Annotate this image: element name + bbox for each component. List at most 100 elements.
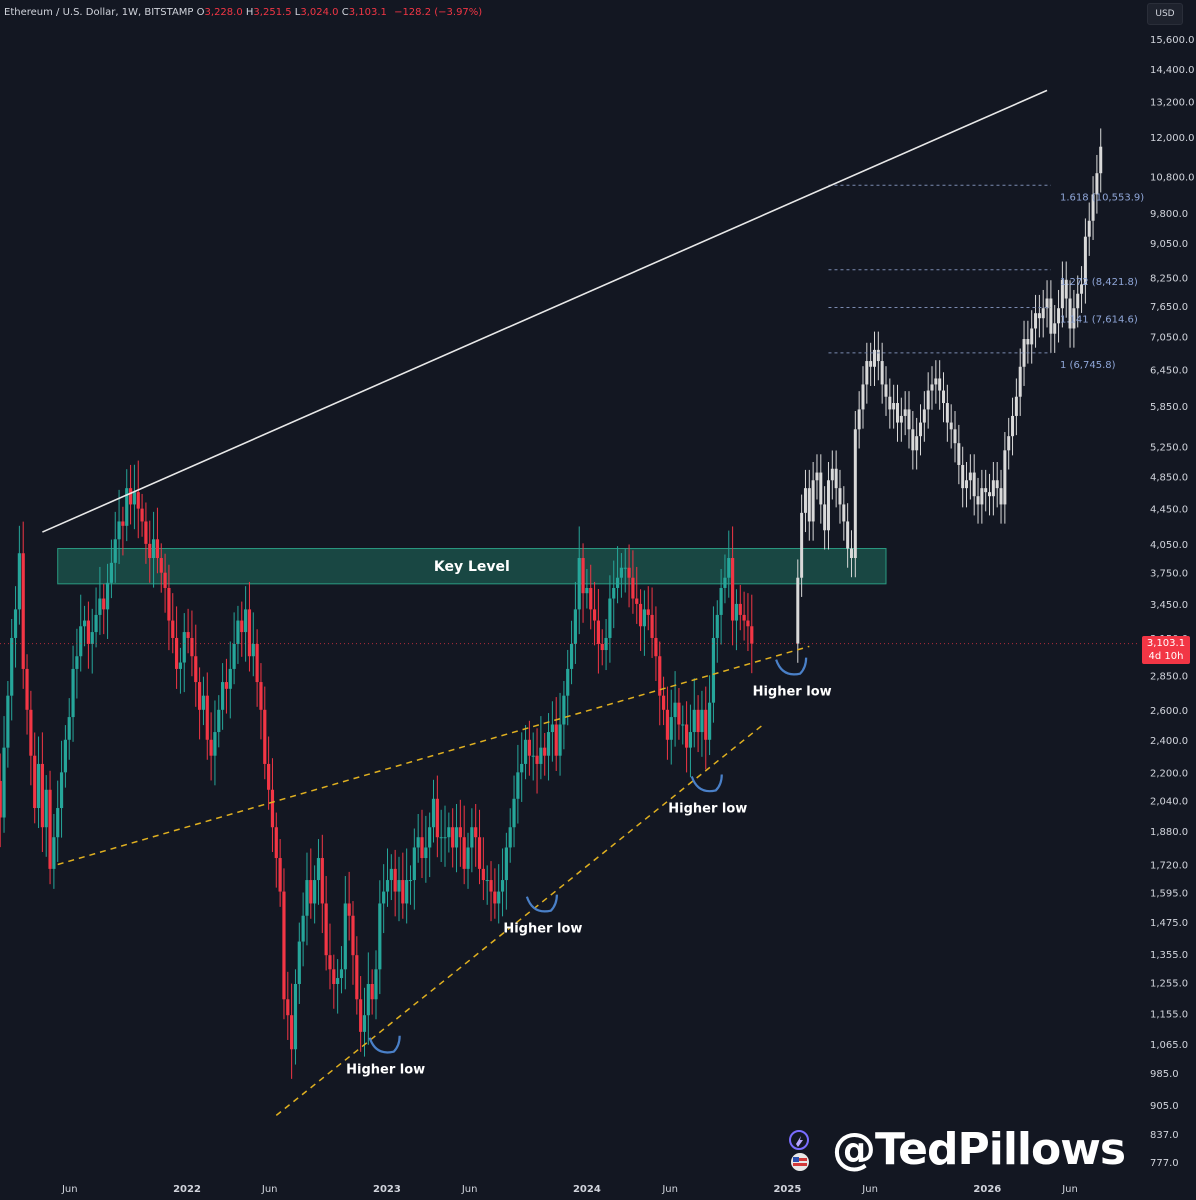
projection-candle: [988, 473, 992, 516]
candle-body: [658, 656, 662, 696]
projection-candle: [945, 384, 949, 442]
candle: [385, 848, 390, 907]
candle: [673, 671, 677, 747]
candle-body: [458, 827, 462, 838]
candle-body: [274, 827, 278, 859]
projection-body: [965, 480, 969, 489]
candle-body: [727, 558, 731, 578]
price-axis-tick-label: 4,050.0: [1150, 540, 1188, 551]
candle: [13, 586, 18, 668]
candle-body: [244, 609, 248, 633]
last-price-tag: 3,103.1 4d 10h: [1142, 636, 1190, 664]
candle: [512, 775, 516, 848]
projection-body: [872, 349, 876, 367]
projection-candle: [934, 360, 938, 404]
higher-low-marker-icon: [775, 657, 808, 676]
projection-body: [865, 361, 869, 385]
time-axis-tick-label: Jun: [461, 1184, 478, 1195]
projection-candle: [972, 454, 976, 516]
projection-candle: [819, 454, 823, 524]
candle-body: [197, 682, 202, 710]
price-axis-tick-label: 1,595.0: [1150, 889, 1188, 900]
candle-body: [128, 488, 133, 505]
candle-body: [278, 858, 282, 892]
projection-candle: [1037, 294, 1041, 338]
candle: [700, 690, 704, 757]
projection-body: [1057, 308, 1061, 324]
candle: [247, 581, 252, 672]
candle: [374, 950, 378, 1020]
projection-candle: [976, 477, 980, 524]
projection-body: [972, 472, 976, 497]
candle: [658, 641, 662, 726]
candle-body: [493, 891, 497, 904]
candle-body: [359, 999, 363, 1032]
price-axis-tick-label: 13,200.0: [1150, 98, 1195, 109]
projection-candle: [1068, 280, 1072, 348]
candle: [328, 923, 332, 990]
author-logo-icon: [789, 1130, 809, 1171]
candle-body: [723, 577, 727, 588]
candle-body: [201, 695, 206, 710]
candle-body: [481, 868, 485, 881]
candle-body: [393, 868, 397, 892]
candle-body: [148, 543, 152, 559]
candle: [669, 689, 673, 765]
projection-body: [1060, 279, 1064, 309]
candle-body: [370, 983, 374, 1000]
projection-candle: [1083, 218, 1087, 304]
candle-body: [454, 827, 459, 848]
candle-body: [573, 609, 577, 644]
candle-body: [711, 637, 716, 703]
candle-body: [382, 891, 386, 904]
projection-candle: [957, 424, 961, 485]
candle-body: [125, 488, 129, 526]
projection-candle: [1034, 294, 1038, 348]
candle-body: [389, 868, 393, 881]
candle: [462, 805, 466, 885]
projection-candle: [815, 454, 819, 500]
projection-body: [988, 492, 992, 497]
candle-body: [205, 695, 209, 740]
price-axis-tick-label: 1,475.0: [1150, 918, 1188, 929]
projection-body: [907, 409, 911, 430]
candle: [684, 701, 689, 773]
candle: [86, 601, 90, 669]
projection-body: [895, 403, 899, 423]
candle: [155, 507, 160, 574]
candle-body: [347, 903, 351, 916]
candle: [615, 546, 620, 604]
candle: [750, 594, 754, 674]
candle: [21, 521, 25, 689]
candle-body: [343, 903, 347, 970]
candle: [731, 526, 735, 646]
candle: [412, 828, 416, 910]
candle-body: [627, 567, 631, 578]
candle-body: [673, 702, 677, 718]
candle-body: [174, 637, 179, 669]
candle-body: [562, 695, 566, 725]
projection-candle: [811, 462, 815, 541]
projection-body: [953, 429, 957, 444]
candle-body: [512, 798, 516, 828]
candle-body: [29, 709, 33, 756]
candle-body: [48, 789, 52, 869]
candle-body: [466, 847, 470, 869]
projection-candle: [922, 391, 926, 442]
candle-body: [654, 637, 658, 657]
price-axis-tick-label: 7,050.0: [1150, 332, 1188, 343]
projection-body: [815, 472, 819, 481]
candle: [504, 832, 508, 910]
price-axis-tick-label: 5,850.0: [1150, 402, 1188, 413]
candle-body: [186, 632, 190, 638]
currency-button[interactable]: USD: [1147, 3, 1183, 25]
candle-body: [550, 724, 554, 733]
chart-header: Ethereum / U.S. Dollar, 1W, BITSTAMP O3,…: [4, 7, 482, 18]
projection-body: [930, 384, 934, 391]
candle: [516, 744, 520, 824]
candle: [539, 716, 543, 780]
candle-body: [589, 587, 593, 610]
candle: [286, 971, 290, 1040]
candle: [746, 593, 750, 652]
